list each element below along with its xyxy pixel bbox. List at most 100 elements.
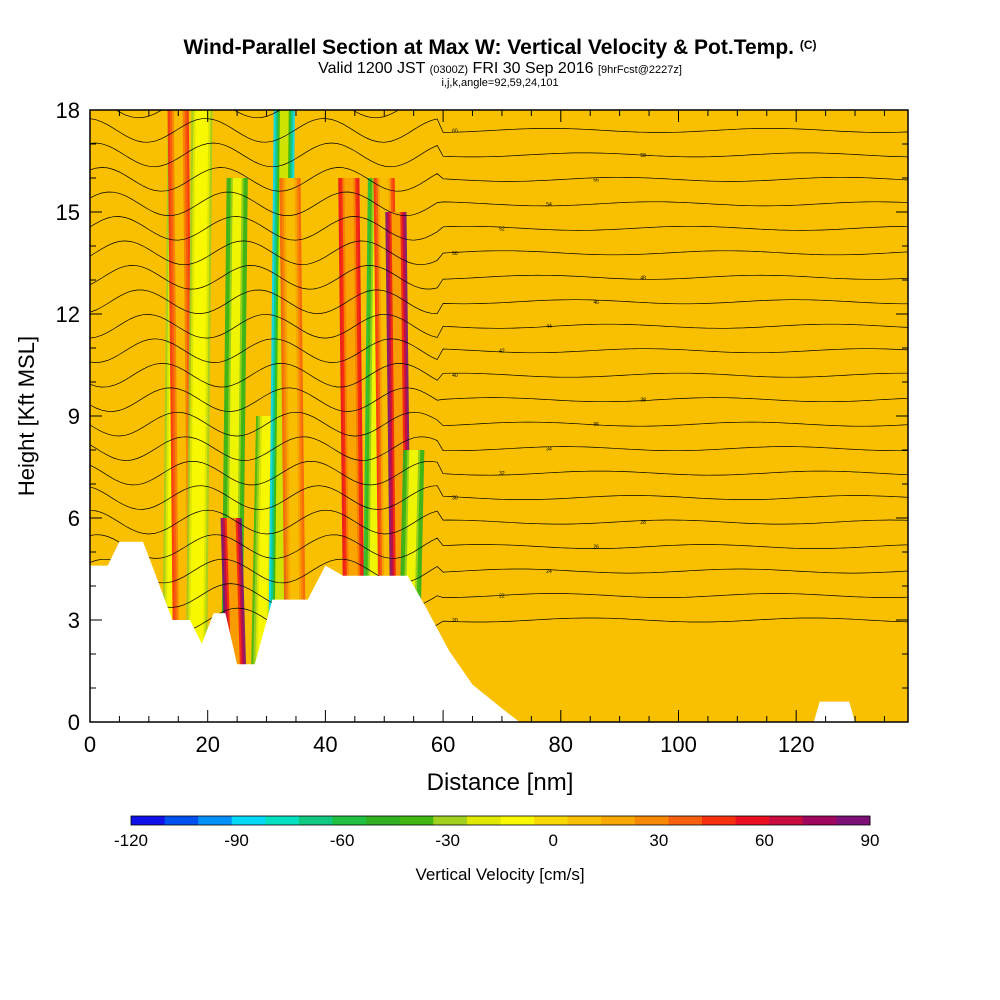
- x-tick-label: 60: [431, 732, 455, 757]
- theta-contour-label: 30: [452, 496, 458, 502]
- colorbar-swatch: [601, 816, 636, 825]
- theta-contour: [90, 216, 908, 241]
- velocity-band: [285, 178, 301, 722]
- colorbar-swatch: [836, 816, 871, 825]
- colorbar-swatch: [567, 816, 602, 825]
- theta-contour-label: 58: [640, 153, 646, 159]
- theta-contour: [90, 142, 908, 168]
- y-tick-label: 6: [68, 506, 80, 531]
- x-tick-label: 100: [660, 732, 697, 757]
- theta-contour: [90, 411, 908, 437]
- theta-contour: [90, 70, 908, 94]
- x-tick-label: 120: [778, 732, 815, 757]
- title-suffix: (C): [799, 38, 817, 52]
- colorbar-swatch: [433, 816, 468, 825]
- colorbar-swatch: [702, 816, 737, 825]
- theta-contour: [90, 558, 908, 584]
- theta-contour: [90, 460, 908, 486]
- x-tick-label: 80: [549, 732, 573, 757]
- colorbar-swatch: [366, 816, 401, 825]
- theta-contour-label: 34: [546, 447, 552, 453]
- theta-contour: [90, 534, 908, 559]
- theta-contour-label: 22: [499, 594, 505, 600]
- x-tick-label: 40: [313, 732, 337, 757]
- colorbar-swatch: [332, 816, 367, 825]
- theta-contour: [90, 387, 908, 412]
- theta-contour: [90, 363, 908, 388]
- colorbar-label: Vertical Velocity [cm/s]: [415, 865, 584, 884]
- theta-contour-label: 44: [546, 324, 552, 330]
- y-tick-label: 15: [56, 200, 80, 225]
- colorbar-frame: [130, 815, 871, 826]
- theta-contour-label: 46: [593, 300, 599, 306]
- theta-contour-label: 48: [640, 275, 646, 281]
- colorbar-tick-label: 90: [861, 831, 880, 850]
- x-tick-label: 0: [84, 732, 96, 757]
- colorbar-swatch: [164, 816, 199, 825]
- colorbar-tick-label: 0: [549, 831, 558, 850]
- y-axis-label: Height [Kft MSL]: [14, 336, 39, 496]
- colorbar-tick-label: 30: [649, 831, 668, 850]
- theta-contour-label: 60: [452, 128, 458, 134]
- theta-contour: [90, 240, 908, 266]
- theta-contour-label: 26: [593, 545, 599, 551]
- chart-subtitle: Valid 1200 JST (0300Z) FRI 30 Sep 2016 […: [318, 60, 682, 77]
- colorbar-swatch: [668, 816, 703, 825]
- terrain: [90, 541, 908, 722]
- colorbar: -120 -90 -60 -30 0 30 60 90: [114, 815, 880, 850]
- colorbar-tick-label: -90: [224, 831, 249, 850]
- theta-contour: [90, 167, 908, 192]
- theta-contour-label: 50: [452, 251, 458, 257]
- theta-contour-label: 62: [499, 104, 505, 110]
- theta-contour-label: 36: [593, 422, 599, 428]
- theta-contour: [90, 118, 908, 143]
- x-axis: 0 20 40 60 80 100 120: [84, 110, 885, 757]
- theta-contour-label: 54: [546, 202, 552, 208]
- colorbar-tick-label: -60: [330, 831, 355, 850]
- y-axis: 0 36 9 12 15 18: [56, 98, 908, 735]
- theta-contour-label: 56: [593, 177, 599, 183]
- theta-contour-label: 64: [546, 79, 552, 85]
- colorbar-tick-label: -30: [435, 831, 460, 850]
- theta-contour: [90, 583, 908, 608]
- y-tick-label: 9: [68, 404, 80, 429]
- theta-contour: [90, 436, 908, 461]
- theta-contours: 20 22 24 26 28 30 32 34 36 38 40 42 44 46 48 50 52 54 56 58…: [90, 45, 908, 633]
- theta-contour-label: 66: [593, 55, 599, 61]
- colorbar-swatch: [534, 816, 569, 825]
- y-tick-label: 12: [56, 302, 80, 327]
- x-tick-label: 20: [195, 732, 219, 757]
- velocity-band: [191, 110, 207, 722]
- theta-contour-label: 40: [452, 373, 458, 379]
- colorbar-swatch: [634, 816, 669, 825]
- colorbar-swatch: [198, 816, 233, 825]
- theta-contour: [90, 338, 908, 363]
- theta-contour-label: 24: [546, 569, 552, 575]
- colorbar-swatch: [802, 816, 837, 825]
- theta-contour: [90, 289, 908, 314]
- colorbar-swatch: [265, 816, 300, 825]
- colorbar-swatch: [735, 816, 770, 825]
- colorbar-swatch: [399, 816, 434, 825]
- theta-contour-label: 28: [640, 520, 646, 526]
- theta-contour: [90, 191, 908, 217]
- theta-contour: [90, 45, 908, 69]
- theta-contour: [90, 607, 908, 633]
- terrain-profile: [90, 541, 908, 722]
- colorbar-swatch: [298, 816, 334, 825]
- y-tick-label: 0: [68, 710, 80, 735]
- theta-contour-label: 20: [452, 618, 458, 624]
- colorbar-swatch: [500, 816, 535, 825]
- chart-indices: i,j,k,angle=92,59,24,101: [441, 77, 559, 89]
- theta-contour: [90, 485, 908, 510]
- theta-contour-label: 38: [640, 398, 646, 404]
- colorbar-swatch: [466, 816, 501, 825]
- theta-contour-label: 52: [499, 226, 505, 232]
- theta-contour-label: 32: [499, 471, 505, 477]
- y-tick-label: 18: [56, 98, 80, 123]
- theta-contour: [90, 313, 908, 339]
- colorbar-swatch: [769, 816, 804, 825]
- velocity-band: [173, 110, 189, 722]
- theta-contour: [90, 265, 908, 290]
